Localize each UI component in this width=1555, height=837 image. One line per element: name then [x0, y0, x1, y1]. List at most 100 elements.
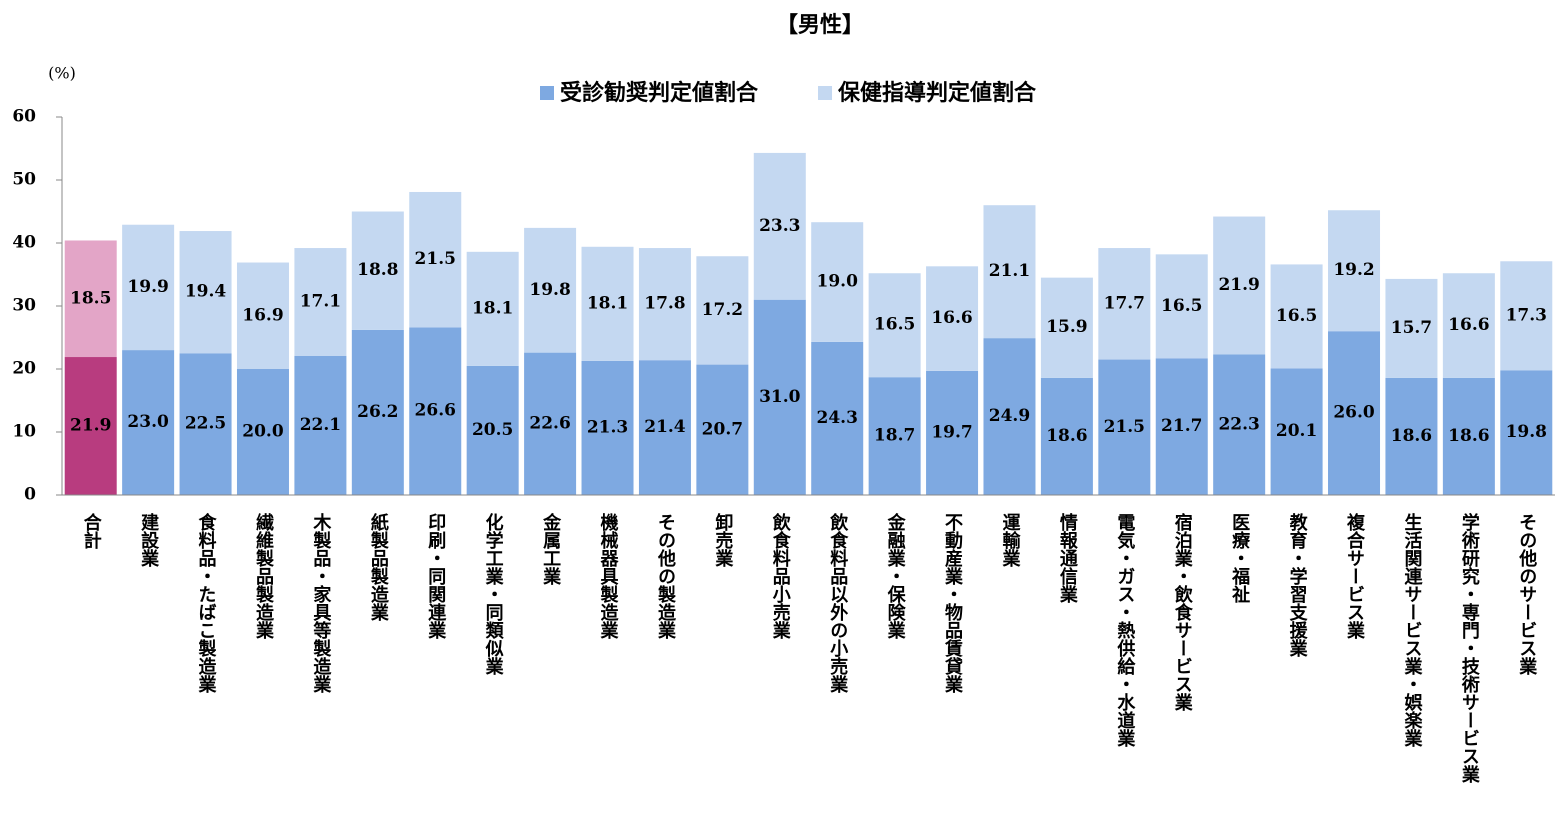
- data-label: 19.7: [931, 422, 972, 442]
- data-label: 18.6: [1448, 426, 1489, 446]
- data-label: 23.0: [127, 412, 169, 432]
- bar-segment: [409, 191, 462, 328]
- x-tick-label: 木製品・家具等製造業: [310, 512, 332, 694]
- bar-segment: [294, 248, 347, 356]
- x-tick-label: 生活関連サービス業・娯楽業: [1401, 512, 1423, 748]
- data-label: 16.5: [1276, 306, 1317, 326]
- bar-segment: [753, 299, 806, 495]
- data-label: 21.5: [415, 249, 456, 269]
- bar-segment: [1442, 273, 1495, 378]
- data-label: 16.6: [1448, 315, 1489, 335]
- bar-segment: [1040, 277, 1093, 378]
- bar-segment: [638, 360, 691, 495]
- y-tick-label: 10: [12, 422, 36, 442]
- y-tick-label: 30: [12, 296, 36, 316]
- data-label: 26.2: [357, 402, 398, 422]
- x-tick-label: 合計: [81, 512, 102, 550]
- data-label: 21.7: [1161, 416, 1202, 436]
- x-tick-label: 学術研究・専門・技術サービス業: [1459, 512, 1481, 784]
- bar-segment: [524, 227, 577, 353]
- data-label: 21.3: [587, 417, 628, 437]
- data-label: 21.9: [1218, 275, 1259, 295]
- x-tick-label: 医療・福祉: [1229, 513, 1251, 604]
- bar-segment: [638, 248, 691, 361]
- y-tick-label: 50: [12, 170, 36, 190]
- data-label: 19.8: [529, 280, 570, 300]
- data-label: 15.7: [1391, 318, 1432, 338]
- bar-segment: [64, 357, 117, 495]
- data-label: 22.3: [1218, 414, 1259, 434]
- bar-segment: [581, 360, 634, 495]
- bar-segment: [294, 355, 347, 495]
- x-tick-label: 繊維製品製造業: [253, 512, 275, 640]
- data-label: 20.0: [242, 422, 284, 442]
- x-tick-label: 食料品・たばこ製造業: [196, 512, 218, 694]
- data-label: 26.0: [1333, 403, 1375, 423]
- bar-segment: [1098, 248, 1151, 360]
- bar-segment: [1328, 210, 1381, 332]
- bar-segment: [1328, 331, 1381, 495]
- y-axis-label: (%): [48, 64, 76, 83]
- bar-segment: [1270, 264, 1323, 369]
- bar-segment: [466, 365, 519, 495]
- x-tick-label: 建設業: [138, 512, 160, 568]
- y-tick-label: 60: [12, 107, 36, 127]
- data-label: 20.7: [702, 419, 743, 439]
- bar-segment: [122, 224, 175, 351]
- x-tick-label: 金融業・保険業: [885, 512, 907, 640]
- bar-segment: [236, 262, 289, 369]
- data-label: 21.1: [989, 261, 1030, 281]
- data-label: 17.7: [1104, 293, 1145, 313]
- bar-segment: [351, 329, 404, 495]
- bar-segment: [1213, 354, 1266, 495]
- data-label: 18.6: [1391, 426, 1432, 446]
- bar-segment: [926, 370, 979, 495]
- bar-segment: [236, 369, 289, 495]
- x-tick-label: 情報通信業: [1057, 513, 1079, 604]
- data-label: 18.5: [70, 288, 111, 308]
- x-tick-label: 金属工業: [540, 512, 562, 586]
- bar-segment: [753, 152, 806, 300]
- y-tick-label: 40: [12, 233, 36, 253]
- data-label: 18.7: [874, 426, 915, 446]
- x-tick-label: 飲食料品小売業: [770, 512, 792, 640]
- x-tick-label: 宿泊業・飲食サービス業: [1172, 512, 1194, 712]
- x-tick-label: 印刷・同関連業: [425, 513, 447, 640]
- data-label: 22.6: [529, 413, 570, 433]
- data-label: 17.3: [1506, 305, 1547, 325]
- bar-segment: [696, 256, 749, 365]
- bar-segment: [64, 240, 117, 358]
- legend-label: 受診勧奨判定値割合: [560, 80, 759, 106]
- data-label: 18.1: [587, 293, 628, 313]
- data-label: 20.1: [1276, 421, 1317, 441]
- data-label: 19.8: [1506, 422, 1547, 442]
- data-label: 16.5: [1161, 296, 1202, 316]
- x-tick-label: 飲食料品以外の小売業: [827, 512, 849, 694]
- bar-segment: [1500, 370, 1553, 495]
- data-label: 23.3: [759, 216, 800, 236]
- data-label: 16.6: [931, 308, 972, 328]
- legend-swatch: [818, 86, 833, 100]
- bar-segment: [1098, 359, 1151, 495]
- bar-segment: [1500, 261, 1553, 371]
- bar-segment: [581, 246, 634, 361]
- x-tick-label: 教育・学習支援業: [1287, 512, 1309, 658]
- data-label: 17.1: [300, 291, 341, 311]
- bar-segment: [122, 350, 175, 495]
- x-tick-label: その他のサービス業: [1516, 513, 1538, 676]
- bar-segment: [868, 273, 921, 378]
- bar-segment: [524, 352, 577, 495]
- data-label: 19.9: [127, 277, 168, 297]
- x-tick-label: 卸売業: [712, 512, 734, 568]
- bar-segment: [696, 364, 749, 495]
- x-tick-label: 機械器具製造業: [598, 512, 620, 640]
- data-label: 22.1: [300, 415, 341, 435]
- data-label: 26.6: [415, 401, 456, 421]
- chart-title: 【男性】: [776, 12, 864, 38]
- bar-segment: [409, 327, 462, 495]
- legend-swatch: [540, 86, 554, 100]
- bar-segment: [466, 251, 519, 366]
- data-label: 20.5: [472, 420, 513, 440]
- data-label: 15.9: [1046, 317, 1087, 337]
